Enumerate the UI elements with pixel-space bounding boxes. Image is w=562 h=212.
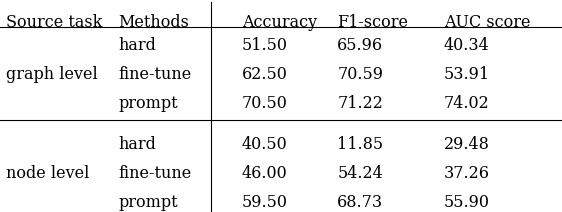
Text: fine-tune: fine-tune bbox=[118, 165, 191, 182]
Text: 70.50: 70.50 bbox=[242, 95, 288, 112]
Text: node level: node level bbox=[6, 165, 89, 182]
Text: prompt: prompt bbox=[118, 194, 178, 211]
Text: 37.26: 37.26 bbox=[444, 165, 490, 182]
Text: 54.24: 54.24 bbox=[337, 165, 383, 182]
Text: graph level: graph level bbox=[6, 66, 97, 83]
Text: F1-score: F1-score bbox=[337, 14, 408, 31]
Text: 68.73: 68.73 bbox=[337, 194, 383, 211]
Text: hard: hard bbox=[118, 37, 156, 54]
Text: 74.02: 74.02 bbox=[444, 95, 490, 112]
Text: 59.50: 59.50 bbox=[242, 194, 288, 211]
Text: 51.50: 51.50 bbox=[242, 37, 288, 54]
Text: 62.50: 62.50 bbox=[242, 66, 288, 83]
Text: Accuracy: Accuracy bbox=[242, 14, 317, 31]
Text: hard: hard bbox=[118, 136, 156, 153]
Text: Methods: Methods bbox=[118, 14, 189, 31]
Text: 55.90: 55.90 bbox=[444, 194, 490, 211]
Text: 11.85: 11.85 bbox=[337, 136, 383, 153]
Text: 40.50: 40.50 bbox=[242, 136, 287, 153]
Text: 40.34: 40.34 bbox=[444, 37, 490, 54]
Text: AUC score: AUC score bbox=[444, 14, 531, 31]
Text: 65.96: 65.96 bbox=[337, 37, 383, 54]
Text: prompt: prompt bbox=[118, 95, 178, 112]
Text: Source task: Source task bbox=[6, 14, 102, 31]
Text: 70.59: 70.59 bbox=[337, 66, 383, 83]
Text: fine-tune: fine-tune bbox=[118, 66, 191, 83]
Text: 71.22: 71.22 bbox=[337, 95, 383, 112]
Text: 53.91: 53.91 bbox=[444, 66, 490, 83]
Text: 29.48: 29.48 bbox=[444, 136, 490, 153]
Text: 46.00: 46.00 bbox=[242, 165, 287, 182]
